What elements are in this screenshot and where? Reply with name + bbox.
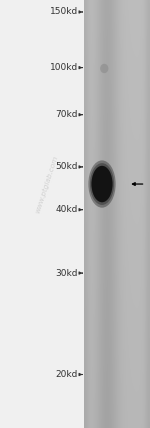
Ellipse shape <box>92 166 112 202</box>
Text: 70kd: 70kd <box>56 110 78 119</box>
Ellipse shape <box>88 160 116 208</box>
Text: 30kd: 30kd <box>56 268 78 278</box>
Text: 100kd: 100kd <box>50 63 78 72</box>
Ellipse shape <box>90 163 114 205</box>
Text: 150kd: 150kd <box>50 7 78 17</box>
Text: 20kd: 20kd <box>56 370 78 379</box>
Text: 50kd: 50kd <box>56 162 78 172</box>
Text: www.ptglab.com: www.ptglab.com <box>34 155 59 214</box>
Text: 40kd: 40kd <box>56 205 78 214</box>
Ellipse shape <box>100 64 108 73</box>
Ellipse shape <box>92 166 112 202</box>
